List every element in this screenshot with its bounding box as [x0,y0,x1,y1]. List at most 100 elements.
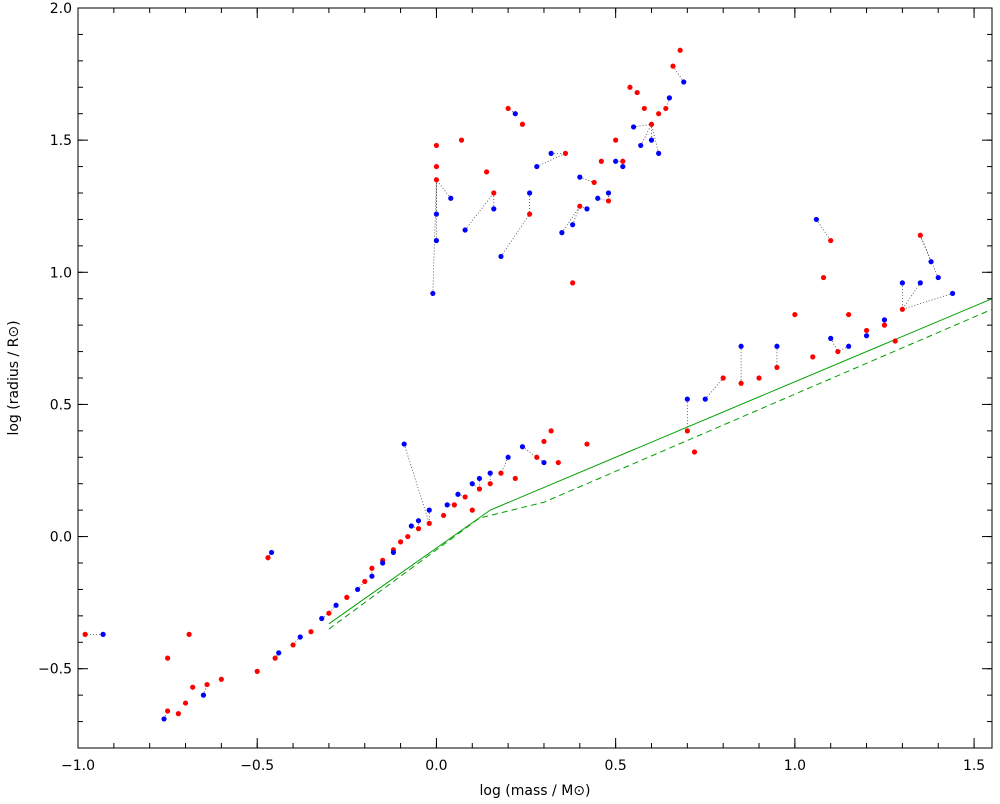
red-data-point [641,105,647,112]
blue-data-point [519,444,526,450]
connector-line [436,179,452,199]
red-data-point [462,494,468,500]
red-data-point [441,512,447,519]
red-data-point [165,708,171,714]
red-data-point [613,137,619,143]
blue-data-point [333,602,339,608]
red-data-point [648,121,655,127]
blue-data-point [620,163,626,170]
blue-data-point [666,95,673,101]
red-data-point [828,237,834,244]
red-data-point [835,348,841,355]
red-data-point [562,150,569,156]
red-data-point [426,520,432,526]
blue-data-point [444,502,450,508]
connector-line [572,206,581,225]
blue-data-point [426,507,432,513]
blue-data-point [684,396,690,402]
red-data-point [405,533,411,540]
red-data-point [620,158,626,164]
blue-data-point [297,634,303,640]
red-data-point [175,711,181,717]
red-data-point [308,629,314,635]
connector-line [500,213,530,257]
blue-data-point [584,206,590,212]
red-data-point [265,555,271,561]
red-data-point [433,163,440,170]
main-sequence-lines [328,298,993,630]
connector-line [403,443,430,524]
red-data-point [863,327,870,334]
red-data-point [433,142,440,149]
plot-frame [77,7,993,749]
red-data-point [190,684,196,690]
red-data-point [397,539,404,545]
red-data-point [326,610,332,616]
blue-data-point [476,475,483,482]
red-data-point [738,380,744,386]
red-data-point [598,158,604,164]
blue-data-point [448,195,454,201]
red-data-point [591,179,597,186]
blue-data-point [534,163,540,170]
red-data-point [820,274,827,281]
blue-data-point [408,523,414,529]
red-data-point [218,676,224,682]
red-data-point [362,578,368,585]
red-data-point [498,470,504,476]
red-data-point [344,594,350,600]
red-data-point [846,311,852,318]
blue-data-point [268,549,275,556]
data-points [82,47,956,722]
red-data-point [634,89,640,96]
blue-data-point [401,441,407,447]
blue-data-point [498,253,504,260]
blue-data-point [390,549,397,556]
blue-data-point [638,142,644,149]
blue-data-point [161,716,167,722]
connector-line [561,205,581,233]
blue-data-point [527,190,533,196]
red-data-point [254,668,260,674]
blue-data-point [276,650,282,656]
red-data-point [369,565,375,571]
blue-data-point [354,586,361,593]
blue-data-point [369,573,375,579]
blue-data-point [863,333,870,339]
red-data-point [458,137,465,143]
y-tick-label: 0.0 [50,530,72,546]
connector-lines [85,65,953,720]
blue-data-point [648,137,655,143]
blue-data-point [433,237,440,244]
blue-data-point [828,335,834,341]
red-data-point [584,441,590,447]
blue-data-point [487,470,493,476]
y-axis-ticks: −0.5 0.0 0.5 1.0 1.5 2.0 [38,1,992,749]
blue-data-point [774,343,780,349]
blue-data-point [656,150,662,156]
blue-data-point [899,280,905,286]
red-data-point [570,280,576,286]
y-tick-label: 1.0 [50,265,72,281]
blue-data-point [469,481,475,487]
red-data-point [519,121,526,127]
blue-data-point [559,230,565,236]
blue-data-point [935,274,941,281]
red-data-point [512,475,518,482]
blue-data-point [577,174,583,180]
blue-data-point [462,227,468,233]
blue-data-point [595,195,601,201]
x-tick-label: −0.5 [240,758,274,774]
blue-data-point [846,343,852,349]
red-data-point [627,84,633,90]
x-tick-label: 0.0 [425,758,447,774]
blue-data-point [430,290,436,297]
blue-data-point [512,111,518,117]
red-data-point [555,459,561,466]
red-data-point [899,306,905,312]
blue-data-point [928,259,934,265]
red-data-point [527,211,533,217]
blue-data-point [548,150,554,156]
red-data-point [469,507,475,513]
